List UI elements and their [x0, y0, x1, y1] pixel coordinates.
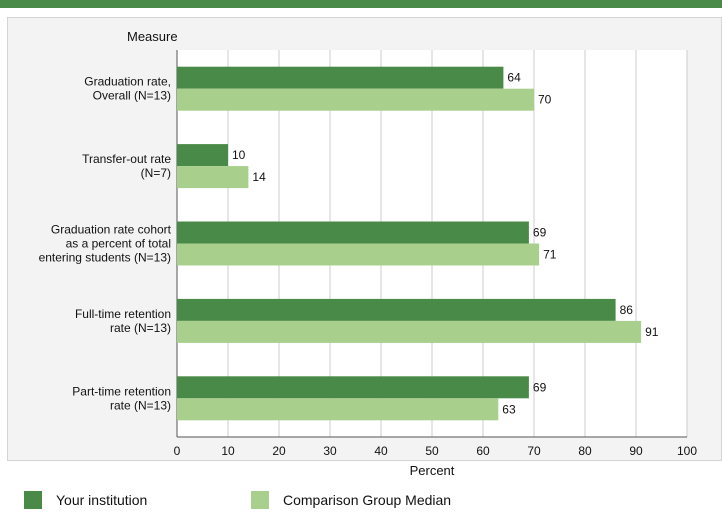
legend-swatch-your-institution — [24, 491, 42, 509]
bar-chart: 0 10 20 30 40 50 60 70 80 90 100 Percent Measure Grad… — [7, 17, 722, 512]
x-tick-label-30: 30 — [323, 444, 337, 458]
x-tick-label-90: 90 — [629, 444, 643, 458]
category-label-2-0: Graduation rate cohort — [51, 223, 172, 237]
legend-item-your-institution: Your institution — [24, 491, 147, 509]
data-label-1-0: 70 — [538, 93, 552, 107]
x-tick-label-10: 10 — [221, 444, 235, 458]
data-label-1-1: 14 — [252, 170, 266, 184]
category-label-2-2: entering students (N=13) — [39, 251, 171, 265]
bar-1-3 — [177, 320, 642, 343]
x-tick-label-80: 80 — [578, 444, 592, 458]
category-label-0-0: Graduation rate, — [84, 75, 171, 89]
bar-0-1 — [177, 144, 228, 167]
x-axis-title: Percent — [410, 463, 455, 478]
data-label-0-2: 69 — [533, 226, 547, 240]
category-label-3-1: rate (N=13) — [110, 321, 171, 335]
data-label-0-3: 86 — [620, 303, 634, 317]
category-label-3-0: Full-time retention — [75, 307, 171, 321]
bar-1-2 — [177, 243, 540, 266]
bar-1-4 — [177, 398, 499, 421]
x-tick-label-50: 50 — [425, 444, 439, 458]
legend-label-your-institution: Your institution — [56, 492, 148, 508]
x-tick-label-100: 100 — [677, 444, 697, 458]
bar-0-4 — [177, 376, 529, 399]
bar-1-1 — [177, 166, 249, 189]
legend-label-comparison-median: Comparison Group Median — [283, 492, 452, 508]
chart-container: 0 10 20 30 40 50 60 70 80 90 100 Percent Measure Grad… — [7, 17, 722, 512]
category-label-1-0: Transfer-out rate — [82, 152, 171, 166]
y-axis-title: Measure — [127, 29, 178, 44]
category-label-2-1: as a percent of total — [66, 237, 171, 251]
bar-0-0 — [177, 66, 504, 89]
data-label-1-2: 71 — [543, 248, 557, 262]
bar-0-3 — [177, 298, 616, 321]
legend-swatch-comparison-median — [251, 491, 269, 509]
x-tick-label-70: 70 — [527, 444, 541, 458]
legend-background — [7, 461, 722, 512]
x-tick-label-40: 40 — [374, 444, 388, 458]
x-tick-label-0: 0 — [174, 444, 181, 458]
x-tick-label-60: 60 — [476, 444, 490, 458]
bar-1-0 — [177, 88, 534, 111]
data-label-0-0: 64 — [507, 71, 521, 85]
category-label-1-1: (N=7) — [141, 166, 171, 180]
data-label-0-1: 10 — [232, 148, 246, 162]
x-tick-label-20: 20 — [272, 444, 286, 458]
header-band — [0, 0, 722, 8]
bar-0-2 — [177, 221, 529, 244]
data-label-0-4: 69 — [533, 380, 547, 394]
data-label-1-4: 63 — [502, 402, 516, 416]
legend-item-comparison-median: Comparison Group Median — [251, 491, 451, 509]
category-label-4-0: Part-time retention — [72, 384, 171, 398]
category-label-0-1: Overall (N=13) — [93, 89, 171, 103]
category-label-4-1: rate (N=13) — [110, 398, 171, 412]
data-label-1-3: 91 — [645, 325, 659, 339]
